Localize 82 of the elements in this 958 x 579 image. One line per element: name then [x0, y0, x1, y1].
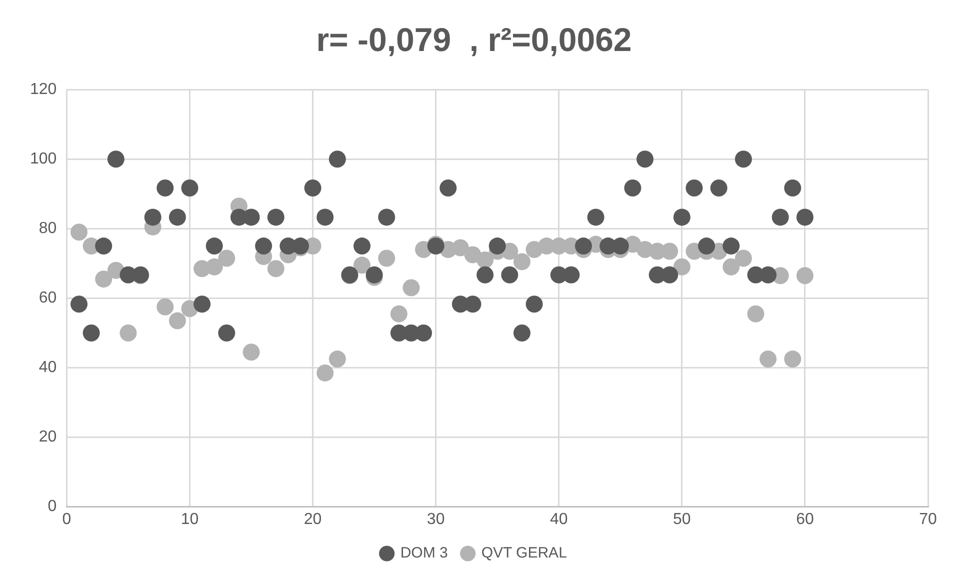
point	[784, 179, 802, 196]
point	[95, 238, 112, 255]
x-tick-label: 30	[426, 510, 445, 528]
point	[70, 224, 88, 241]
point	[734, 150, 752, 168]
point	[328, 150, 346, 168]
point	[796, 208, 814, 226]
y-tick-label: 120	[30, 81, 57, 98]
point	[624, 179, 642, 196]
point	[734, 250, 752, 267]
point	[206, 238, 223, 255]
point	[760, 350, 777, 368]
point	[255, 238, 272, 255]
point	[194, 296, 211, 313]
point	[218, 324, 236, 342]
point	[673, 208, 690, 226]
x-tick-label: 10	[180, 510, 199, 528]
x-tick-label: 0	[62, 510, 72, 528]
point	[452, 239, 469, 256]
point	[206, 258, 223, 276]
point	[747, 305, 764, 322]
point	[760, 266, 777, 284]
point	[513, 324, 530, 342]
chart-title: r= -0,079 , r²=0,0062	[316, 20, 632, 58]
y-tick-label: 60	[38, 290, 57, 307]
point	[70, 296, 88, 313]
point	[722, 258, 740, 276]
y-tick-label: 80	[38, 220, 57, 238]
point	[267, 260, 284, 278]
legend-label: QVT GERAL	[481, 544, 567, 562]
y-tick-label: 100	[30, 150, 57, 168]
point	[82, 324, 100, 342]
point	[354, 238, 370, 255]
point	[415, 324, 432, 342]
point	[316, 364, 334, 382]
point	[698, 238, 716, 255]
point	[181, 179, 198, 196]
point	[476, 251, 494, 268]
point	[488, 238, 506, 255]
point	[328, 350, 346, 368]
point	[686, 179, 703, 196]
point	[316, 208, 334, 226]
point	[526, 296, 543, 313]
point	[144, 208, 162, 226]
point	[673, 258, 690, 276]
point	[501, 266, 518, 284]
point	[378, 208, 396, 226]
x-tick-label: 70	[919, 510, 937, 528]
point	[354, 256, 370, 274]
x-tick-label: 50	[673, 510, 691, 528]
point	[156, 179, 174, 196]
point	[120, 324, 137, 342]
y-tick-label: 20	[38, 428, 57, 446]
x-tick-label: 40	[550, 510, 568, 528]
point	[587, 208, 604, 226]
point	[218, 250, 236, 267]
x-tick-label: 20	[304, 510, 322, 528]
point	[784, 350, 802, 368]
legend-label: DOM 3	[400, 544, 448, 562]
point	[796, 267, 814, 284]
point	[168, 312, 186, 330]
point	[95, 270, 112, 288]
y-tick-label: 40	[38, 359, 57, 376]
point	[267, 208, 284, 226]
point	[722, 238, 740, 255]
point	[402, 279, 420, 296]
point	[440, 179, 457, 196]
point	[636, 150, 654, 168]
point	[378, 250, 396, 267]
point	[390, 305, 408, 322]
point	[156, 298, 174, 316]
y-tick-label: 0	[48, 498, 57, 516]
point	[772, 208, 789, 226]
point	[168, 208, 186, 226]
x-tick-label: 60	[796, 510, 814, 528]
point	[242, 344, 260, 361]
point	[710, 179, 728, 196]
point	[574, 238, 592, 255]
point	[107, 150, 124, 168]
point	[476, 266, 494, 284]
point	[513, 253, 530, 270]
point	[304, 179, 322, 196]
